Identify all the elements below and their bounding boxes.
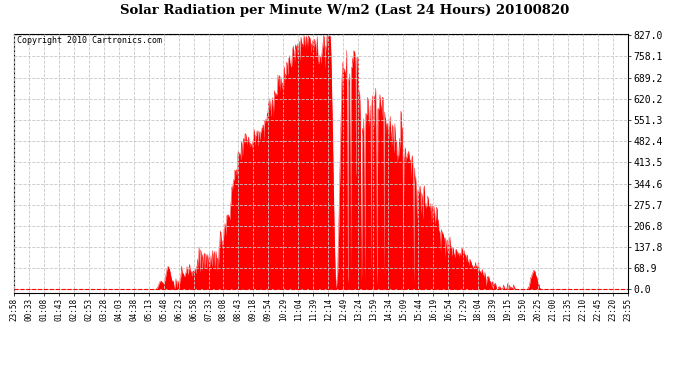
Text: Solar Radiation per Minute W/m2 (Last 24 Hours) 20100820: Solar Radiation per Minute W/m2 (Last 24… (120, 4, 570, 17)
Text: Copyright 2010 Cartronics.com: Copyright 2010 Cartronics.com (17, 36, 162, 45)
